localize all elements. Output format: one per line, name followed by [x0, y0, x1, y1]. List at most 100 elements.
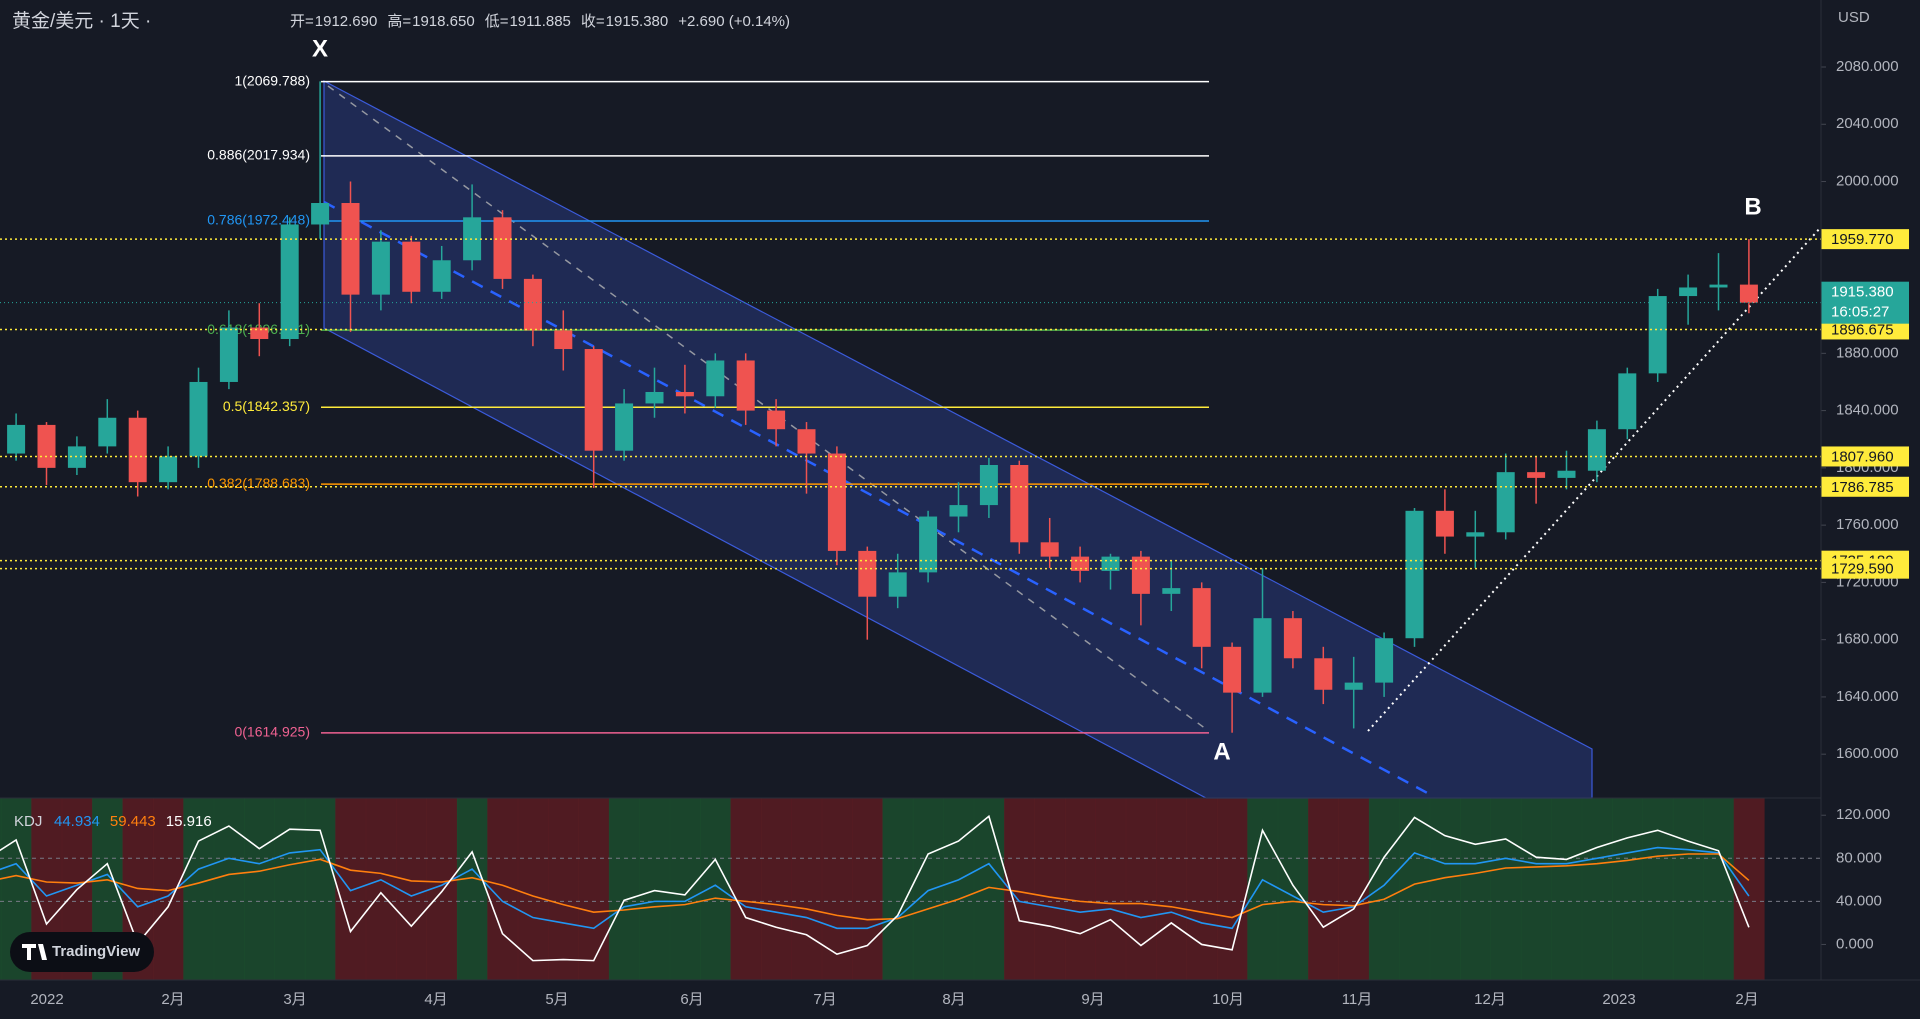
kdj-zone	[760, 798, 792, 980]
x-tick-label: 2月	[161, 991, 184, 1008]
candle-body	[7, 424, 26, 454]
ohlc-value: 1918.650	[412, 13, 475, 30]
price-tag-label: 1786.785	[1831, 479, 1894, 496]
x-tick-label: 7月	[813, 991, 836, 1008]
kdj-zone	[517, 798, 549, 980]
kdj-zone	[365, 798, 397, 980]
x-tick-label: 3月	[283, 991, 306, 1008]
kdj-zone	[1703, 798, 1735, 980]
candle-body	[1192, 588, 1211, 647]
kdj-zone	[1551, 798, 1583, 980]
candle-body	[888, 572, 907, 597]
kdj-zone	[1581, 798, 1613, 980]
candle-body	[371, 241, 390, 295]
price-tag-label: 1896.675	[1831, 321, 1894, 338]
kdj-zone	[1672, 798, 1704, 980]
price-tag-label: 1807.960	[1831, 448, 1894, 465]
candle-body	[1679, 287, 1698, 297]
price-tag	[1821, 319, 1909, 340]
candle-body	[554, 330, 573, 350]
candle-body	[645, 391, 664, 404]
x-tick-label: 9月	[1081, 991, 1104, 1008]
y-tick-label: 80.000	[1836, 849, 1882, 866]
candle-body	[949, 505, 968, 517]
price-tag-label: 1729.590	[1831, 561, 1894, 578]
candle-body	[1223, 646, 1242, 693]
x-tick-label: 5月	[545, 991, 568, 1008]
kdj-zone	[304, 798, 336, 980]
kdj-zone	[1034, 798, 1066, 980]
kdj-zone	[396, 798, 427, 980]
kdj-zone	[852, 798, 883, 980]
candle-body	[1618, 373, 1637, 430]
trend-line	[1367, 226, 1822, 732]
y-tick-label: 0.000	[1836, 935, 1874, 952]
candle-body	[1709, 284, 1728, 288]
y-tick-label: 1760.000	[1836, 516, 1899, 533]
y-tick-label: 2080.000	[1836, 58, 1899, 75]
candle-body	[1739, 284, 1758, 303]
y-tick-label: 2040.000	[1836, 115, 1899, 132]
kdj-zone	[548, 798, 579, 980]
candle-body	[675, 391, 694, 397]
kdj-zone	[1429, 798, 1461, 980]
price-tag	[1821, 476, 1909, 497]
candle-body	[493, 217, 512, 279]
candle-body	[1375, 638, 1394, 683]
ohlc-label: 收=	[581, 13, 605, 30]
candle-body	[979, 464, 998, 506]
ohlc-value: 1912.690	[315, 13, 378, 30]
candle-body	[1557, 470, 1576, 478]
fib-label: 0.382(1788.683)	[207, 475, 310, 491]
candle-body	[1466, 532, 1485, 537]
kdj-zone	[1612, 798, 1643, 980]
candle-body	[432, 260, 451, 292]
candle-body	[1253, 618, 1272, 693]
candle-body	[219, 327, 238, 382]
kdj-value: 15.916	[166, 813, 212, 830]
kdj-zone	[1642, 798, 1674, 980]
kdj-zone	[1308, 798, 1339, 980]
fib-label: 1(2069.788)	[234, 72, 310, 88]
kdj-zone	[1247, 798, 1279, 980]
ohlc-label: 低=	[485, 13, 509, 30]
kdj-line	[0, 814, 1750, 962]
price-tag	[1821, 446, 1909, 467]
candle-body	[280, 224, 299, 340]
symbol: 黄金/美元 · 1天 ·	[12, 10, 151, 32]
price-tag	[1821, 558, 1909, 579]
kdj-zone	[335, 798, 367, 980]
candle-body	[1131, 556, 1150, 594]
kdj-zone	[1460, 798, 1491, 980]
candle-body	[797, 429, 816, 454]
x-tick-label: 10月	[1212, 991, 1244, 1008]
kdj-zone	[456, 798, 488, 980]
candle-body	[1496, 472, 1515, 533]
kdj-zone	[1733, 798, 1765, 980]
price-change: +2.690 (+0.14%)	[678, 13, 790, 30]
y-tick-label: 40.000	[1836, 892, 1882, 909]
candle-body	[159, 456, 178, 483]
kdj-zone	[669, 798, 701, 980]
price-tag-label: 1959.770	[1831, 231, 1894, 248]
kdj-zone	[882, 798, 914, 980]
kdj-zone	[912, 798, 944, 980]
candle-body	[37, 424, 56, 468]
candle-body	[1162, 588, 1181, 594]
last-price: 1915.380	[1831, 284, 1894, 301]
candle-body	[827, 453, 846, 551]
y-tick-label: 1840.000	[1836, 402, 1899, 419]
kdj-zone	[274, 798, 306, 980]
y-tick-label: 1640.000	[1836, 688, 1899, 705]
candle-body	[311, 203, 330, 225]
x-tick-label: 12月	[1474, 991, 1506, 1008]
countdown: 16:05:27	[1831, 304, 1889, 321]
kdj-zone	[1490, 798, 1522, 980]
brand-logo	[22, 944, 47, 960]
fib-label: 0.5(1842.357)	[223, 398, 310, 414]
kdj-zone	[791, 798, 823, 980]
brand-badge[interactable]	[10, 932, 154, 972]
y-tick-label: 2000.000	[1836, 173, 1899, 190]
fib-label: 0(1614.925)	[234, 724, 310, 740]
